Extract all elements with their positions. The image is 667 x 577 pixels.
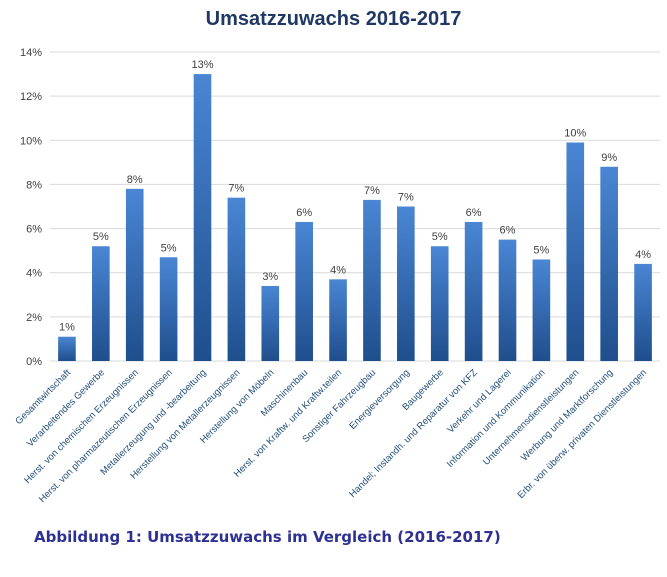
bar [498,239,517,361]
gridlines [50,51,660,362]
bar [58,336,76,361]
bar [532,259,551,361]
data-label: 6% [466,207,482,219]
data-label: 5% [533,244,549,256]
bar [92,246,110,361]
y-tick-label: 6% [26,224,42,236]
x-tick-label: Handel; Instandh. und Reparatur von KFZ [347,367,480,500]
data-label: 3% [262,271,278,283]
chart-title: Umsatzzuwachs 2016-2017 [205,8,462,30]
x-tick-label: Verkehr und Lagerei [445,367,513,435]
data-label: 8% [127,174,143,186]
y-tick-label: 10% [20,135,42,147]
bars [58,74,652,362]
x-tick-label: Gesamtwirtschaft [13,367,73,427]
y-tick-label: 4% [26,268,42,280]
data-label: 13% [191,59,213,71]
data-label: 7% [364,185,380,197]
bar [261,285,280,361]
data-label: 6% [500,225,516,237]
bar [566,142,585,361]
bar [159,257,178,361]
y-tick-label: 12% [20,91,42,103]
bar [430,246,449,361]
y-tick-label: 0% [26,356,42,368]
bar [125,188,144,361]
bar [397,206,415,361]
data-label: 5% [432,231,448,243]
bar [634,263,652,361]
data-label: 10% [564,127,586,139]
bar [295,221,313,361]
data-label: 4% [330,264,346,276]
bar [464,221,483,361]
bar [600,166,618,361]
data-label: 1% [59,322,75,334]
data-label: 5% [161,242,177,254]
bar [227,197,246,361]
x-tick-label: Energieversorgung [347,367,412,432]
y-tick-label: 2% [26,312,42,324]
data-label: 5% [93,231,109,243]
y-axis-ticks: 0% 2% 4% 6% 8% 10% 12% 14% [20,47,42,368]
figure-caption: Abbildung 1: Umsatzzuwachs im Vergleich … [34,528,501,546]
y-tick-label: 8% [26,179,42,191]
data-label: 7% [398,192,414,204]
bar [193,74,212,362]
data-label: 7% [228,183,244,195]
data-labels: 1% 5% 8% 5% 13% 7% 3% 6% 4% 7% 7% 5% 6% 6% 5% 10% 9% 4% [59,59,651,334]
bar [363,199,381,361]
data-label: 6% [296,207,312,219]
y-tick-label: 14% [20,47,42,59]
data-label: 9% [601,152,617,164]
x-tick-label: Erbr. von überw. privaten Dienstleistung… [516,367,650,501]
bar [329,279,347,361]
data-label: 4% [635,249,651,261]
